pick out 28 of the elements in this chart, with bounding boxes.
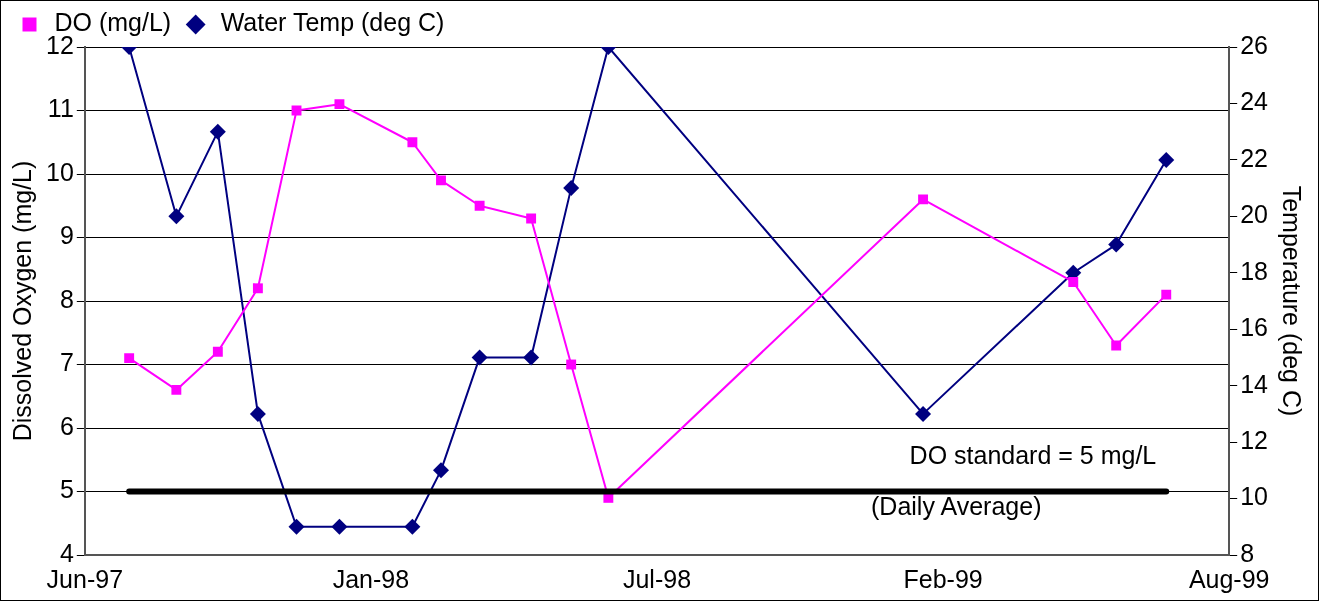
x-tick-label: Aug-99: [1188, 564, 1270, 593]
y2-tick-label: 22: [1240, 143, 1268, 172]
y-tick-label: 7: [59, 348, 74, 377]
y2-tick-label: 24: [1240, 87, 1269, 116]
y2-tick-label: 12: [1240, 426, 1268, 454]
y-tick-label: 8: [59, 284, 74, 313]
x-tick-label: Feb-99: [903, 564, 983, 593]
y-axis-title: Dissolved Oxygen (mg/L): [7, 160, 36, 442]
y2-tick-label: 10: [1240, 482, 1268, 511]
y-tick-label: 6: [59, 411, 74, 440]
x-tick-label: Jul-98: [622, 564, 692, 593]
y-tick-label: 11: [47, 94, 74, 123]
y2-tick-label: 20: [1240, 200, 1268, 229]
y-tick-label: 10: [46, 157, 74, 186]
y2-axis-title: Temperature (deg C): [1278, 185, 1307, 417]
x-tick-label: Jun-97: [46, 564, 124, 593]
y2-tick-label: 18: [1240, 256, 1268, 285]
y2-tick-label: 8: [1240, 538, 1255, 567]
annotation: (Daily Average): [871, 491, 1042, 520]
y2-tick-label: 16: [1240, 313, 1268, 342]
y-tick-label: 4: [59, 538, 74, 567]
x-tick-label: Jan-98: [332, 564, 410, 593]
legend-label: Water Temp (deg C): [220, 8, 445, 37]
ref-line-label: DO standard = 5 mg/L: [909, 440, 1157, 469]
y-tick-label: 5: [59, 475, 74, 504]
y2-tick-label: 26: [1240, 30, 1268, 59]
y-tick-label: 9: [59, 221, 74, 250]
y2-tick-label: 14: [1240, 369, 1269, 398]
